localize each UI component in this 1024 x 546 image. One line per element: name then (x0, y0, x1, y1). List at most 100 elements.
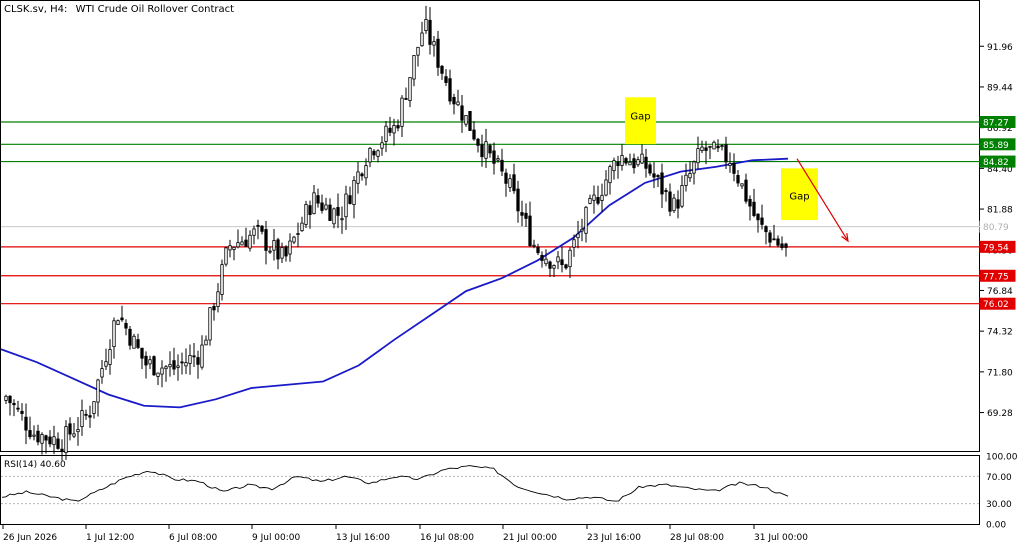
candle-body-34 (140, 347, 144, 359)
level-tag-2 (979, 155, 1016, 168)
candle-body-182 (732, 162, 736, 174)
candle-body-171 (688, 173, 692, 179)
candle-body-122 (492, 150, 496, 164)
candle-body-187 (752, 201, 756, 216)
price-tick-label-1: 89.44 (987, 83, 1013, 93)
candle-body-144 (580, 228, 584, 232)
description-label: WTI Crude Oil Rollover Contract (76, 4, 235, 15)
time-tick-label-7: 23 Jul 16:00 (587, 533, 641, 543)
candle-body-5 (24, 416, 28, 431)
candle-body-158 (636, 159, 640, 166)
candle-body-76 (308, 205, 312, 215)
candle-body-113 (456, 101, 460, 106)
candle-body-7 (32, 434, 36, 437)
rsi-indicator: 100.00 70.00 30.00 0.00 (1, 453, 1018, 531)
candle-body-179 (720, 145, 724, 148)
candle-body-15 (64, 426, 68, 454)
candle-body-143 (576, 233, 580, 239)
candle-body-173 (696, 148, 700, 164)
candle-body-103 (416, 46, 420, 56)
candle-body-60 (244, 239, 248, 247)
candle-body-194 (780, 243, 784, 248)
candle-body-184 (740, 183, 744, 187)
candle-body-3 (16, 407, 20, 410)
candle-body-19 (80, 410, 84, 427)
candle-body-131 (528, 215, 532, 246)
candle-body-27 (112, 320, 116, 347)
candle-body-117 (472, 129, 476, 140)
candle-body-50 (204, 339, 208, 346)
candle-body-91 (368, 147, 372, 163)
candle-body-151 (608, 166, 612, 184)
candle-body-96 (388, 127, 392, 133)
candle-body-37 (152, 356, 156, 376)
candle-body-65 (264, 229, 268, 251)
candle-body-180 (724, 144, 728, 163)
moving-average (0, 157, 789, 409)
candle-body-51 (208, 307, 212, 341)
level-label-1: 85.89 (983, 141, 1009, 151)
candle-body-0 (4, 395, 8, 401)
gap-annotations: Gap Gap (625, 97, 818, 221)
candle-body-147 (592, 194, 596, 201)
level-label-3: 79.54 (983, 243, 1009, 253)
current-price-label: 80.79 (983, 223, 1009, 233)
candle-body-68 (276, 239, 280, 260)
candle-body-82 (332, 208, 336, 225)
candle-body-101 (408, 77, 412, 101)
rsi-pane (0, 455, 980, 525)
candle-body-159 (640, 153, 644, 164)
candle-body-116 (468, 110, 472, 131)
candle-body-24 (100, 368, 104, 378)
price-tick-label-6: 76.84 (987, 287, 1013, 297)
level-tag-0 (979, 116, 1016, 129)
candle-body-62 (252, 228, 256, 236)
candle-body-31 (128, 328, 132, 346)
candle-body-70 (284, 246, 288, 257)
candle-body-54 (220, 264, 224, 295)
candle-body-123 (496, 158, 500, 161)
candle-body-125 (504, 172, 508, 184)
candle-body-4 (20, 410, 24, 414)
candle-body-100 (404, 98, 408, 100)
candle-body-139 (560, 259, 564, 266)
level-tag-3 (979, 240, 1016, 253)
price-tick-label-9: 69.28 (987, 409, 1013, 419)
candle-body-77 (312, 192, 316, 215)
candle-body-57 (232, 246, 236, 250)
candle-body-73 (296, 233, 300, 235)
candle-body-48 (196, 357, 200, 365)
candle-body-35 (144, 355, 148, 366)
candle-body-38 (156, 372, 160, 377)
candle-body-74 (300, 222, 304, 232)
candle-body-89 (360, 173, 364, 177)
candle-body-174 (700, 146, 704, 151)
candle-body-193 (776, 238, 780, 246)
candle-body-166 (668, 191, 672, 212)
level-labels: 87.27 85.89 84.82 79.54 77.75 76.02 80.79 (979, 116, 1016, 310)
candle-body-140 (564, 264, 568, 269)
candle-body-190 (764, 226, 768, 233)
price-tick-label-2: 86.92 (987, 124, 1013, 134)
rsi-tick-label-0: 100.00 (986, 453, 1018, 463)
candle-body-138 (556, 256, 560, 263)
chart-header: CLSK.sv, H4: WTI Crude Oil Rollover Cont… (4, 4, 234, 15)
candle-body-52 (212, 305, 216, 311)
price-tick-label-0: 91.96 (987, 43, 1013, 53)
candle-body-63 (256, 224, 260, 227)
candle-body-109 (440, 65, 444, 74)
candle-body-22 (92, 401, 96, 414)
candle-body-152 (612, 160, 616, 172)
candle-body-21 (88, 415, 92, 418)
candle-body-176 (708, 145, 712, 148)
candle-body-170 (684, 174, 688, 186)
candle-body-106 (428, 19, 432, 45)
candle-body-26 (108, 349, 112, 365)
level-label-4: 77.75 (983, 272, 1009, 282)
candle-body-195 (784, 243, 788, 248)
candle-body-33 (136, 339, 140, 348)
candle-body-46 (188, 355, 192, 364)
level-label-0: 87.27 (983, 119, 1009, 129)
candle-body-39 (160, 367, 164, 375)
candle-body-127 (512, 174, 516, 192)
